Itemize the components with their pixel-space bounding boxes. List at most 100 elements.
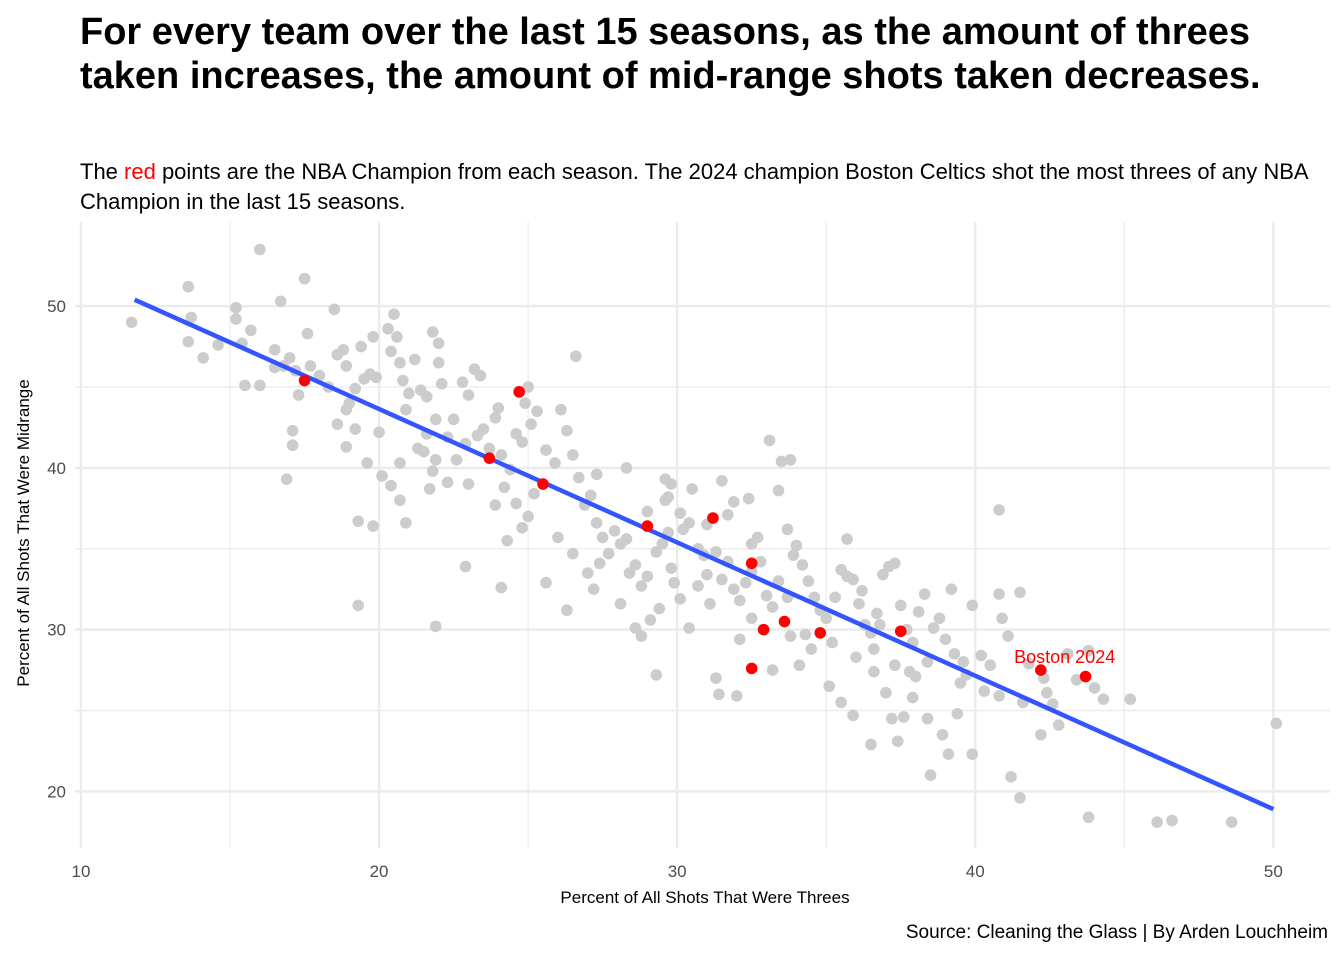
y-tick-label: 20: [47, 782, 66, 801]
team-point: [644, 614, 657, 626]
team-point: [623, 567, 636, 579]
team-point: [352, 599, 364, 612]
champion-point: [641, 520, 654, 532]
team-point: [301, 327, 314, 340]
team-point: [614, 597, 627, 610]
team-point: [519, 397, 531, 409]
team-point: [602, 547, 615, 560]
champion-point: [1079, 670, 1092, 683]
team-point: [874, 618, 886, 631]
team-point: [730, 690, 743, 702]
team-point: [710, 672, 722, 684]
team-point: [802, 575, 815, 587]
team-point: [352, 515, 364, 528]
team-point: [280, 473, 293, 485]
team-point: [656, 538, 669, 550]
team-point: [426, 465, 439, 477]
team-point: [489, 411, 502, 424]
team-point: [1124, 693, 1137, 705]
team-point: [826, 636, 838, 649]
team-point: [686, 483, 698, 495]
team-point: [665, 478, 677, 490]
subtitle-highlight: red: [124, 159, 156, 184]
team-point: [835, 696, 847, 709]
team-point: [641, 570, 654, 583]
team-point: [921, 712, 934, 725]
team-point: [528, 487, 540, 500]
x-tick-label: 20: [370, 862, 389, 881]
team-point: [561, 424, 573, 437]
y-axis-title: Percent of All Shots That Were Midrange: [14, 379, 33, 686]
team-point: [841, 533, 853, 545]
team-point: [760, 589, 773, 602]
x-tick-label: 40: [966, 862, 985, 881]
champion-point: [513, 386, 525, 398]
team-point: [608, 525, 621, 537]
team-point: [650, 546, 663, 558]
team-point: [567, 449, 579, 461]
team-point: [766, 664, 779, 676]
team-point: [429, 453, 442, 466]
team-point: [304, 360, 317, 372]
team-point: [125, 316, 138, 329]
team-point: [394, 356, 406, 369]
team-point: [984, 659, 996, 672]
team-point: [1088, 682, 1101, 694]
x-tick-label: 10: [72, 862, 91, 881]
team-point: [531, 405, 543, 418]
team-point: [501, 534, 514, 547]
champion-point: [757, 623, 770, 636]
team-point: [868, 643, 880, 655]
team-point: [888, 659, 901, 672]
team-point: [197, 352, 209, 364]
team-point: [292, 389, 305, 401]
team-point: [373, 426, 385, 439]
team-point: [790, 539, 803, 552]
team-point: [635, 580, 648, 592]
team-point: [391, 331, 403, 343]
team-point: [662, 491, 675, 503]
team-point: [185, 311, 198, 324]
team-point: [394, 457, 406, 469]
team-point: [230, 313, 242, 325]
team-point: [805, 643, 818, 655]
team-point: [674, 507, 686, 519]
team-point: [471, 429, 484, 442]
annotation-boston-2024: Boston 2024: [1014, 647, 1115, 667]
subtitle-after: points are the NBA Champion from each se…: [80, 159, 1308, 214]
team-point: [841, 570, 853, 583]
data-points: [125, 243, 1283, 828]
champion-point: [894, 625, 907, 638]
team-point: [945, 583, 958, 595]
team-point: [212, 339, 224, 351]
team-point: [665, 562, 677, 574]
champion-point: [778, 615, 791, 628]
champion-point: [707, 512, 719, 524]
team-point: [781, 523, 794, 536]
team-point: [704, 597, 716, 610]
team-point: [403, 387, 415, 400]
team-point: [996, 612, 1008, 625]
team-point: [498, 481, 511, 494]
team-point: [856, 585, 868, 597]
x-axis-title: Percent of All Shots That Were Threes: [560, 888, 849, 907]
team-point: [370, 371, 382, 384]
team-point: [891, 735, 904, 748]
team-point: [722, 508, 734, 521]
team-point: [793, 659, 806, 672]
team-point: [552, 531, 564, 544]
team-point: [286, 424, 299, 437]
team-point: [1082, 644, 1095, 657]
team-point: [349, 382, 362, 395]
team-point: [426, 326, 439, 338]
team-point: [283, 352, 296, 364]
team-point: [423, 483, 436, 495]
team-point: [328, 303, 341, 316]
team-point: [400, 403, 412, 416]
subtitle-before: The: [80, 159, 125, 184]
team-point: [939, 633, 952, 646]
team-point: [331, 418, 344, 430]
team-point: [462, 389, 475, 401]
team-point: [957, 656, 970, 668]
team-point: [772, 484, 785, 497]
